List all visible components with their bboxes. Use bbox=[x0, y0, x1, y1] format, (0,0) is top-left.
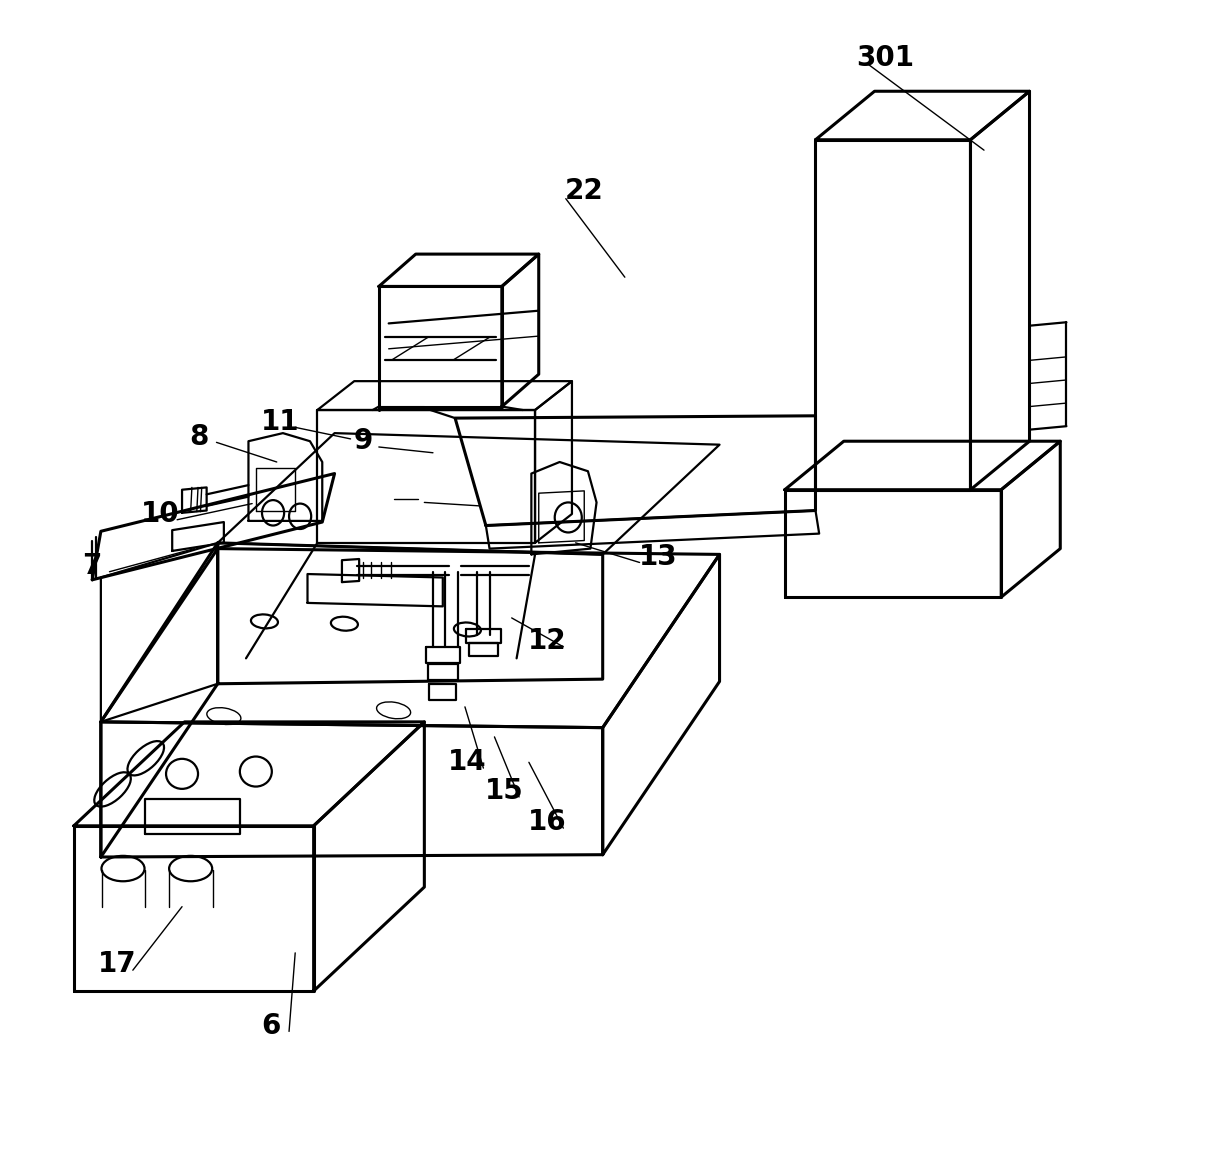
Text: 301: 301 bbox=[856, 44, 915, 72]
Text: 8: 8 bbox=[189, 423, 209, 450]
Text: 15: 15 bbox=[485, 777, 524, 805]
Text: 12: 12 bbox=[528, 627, 567, 655]
Text: 16: 16 bbox=[528, 808, 567, 836]
Text: 7: 7 bbox=[82, 552, 102, 580]
Text: 17: 17 bbox=[97, 951, 137, 978]
Text: 9: 9 bbox=[353, 427, 373, 455]
Text: 10: 10 bbox=[140, 500, 180, 528]
Text: 11: 11 bbox=[261, 408, 300, 435]
Text: 13: 13 bbox=[638, 543, 678, 571]
Text: 22: 22 bbox=[565, 177, 604, 204]
Text: 14: 14 bbox=[448, 748, 487, 776]
Text: 6: 6 bbox=[261, 1012, 280, 1040]
